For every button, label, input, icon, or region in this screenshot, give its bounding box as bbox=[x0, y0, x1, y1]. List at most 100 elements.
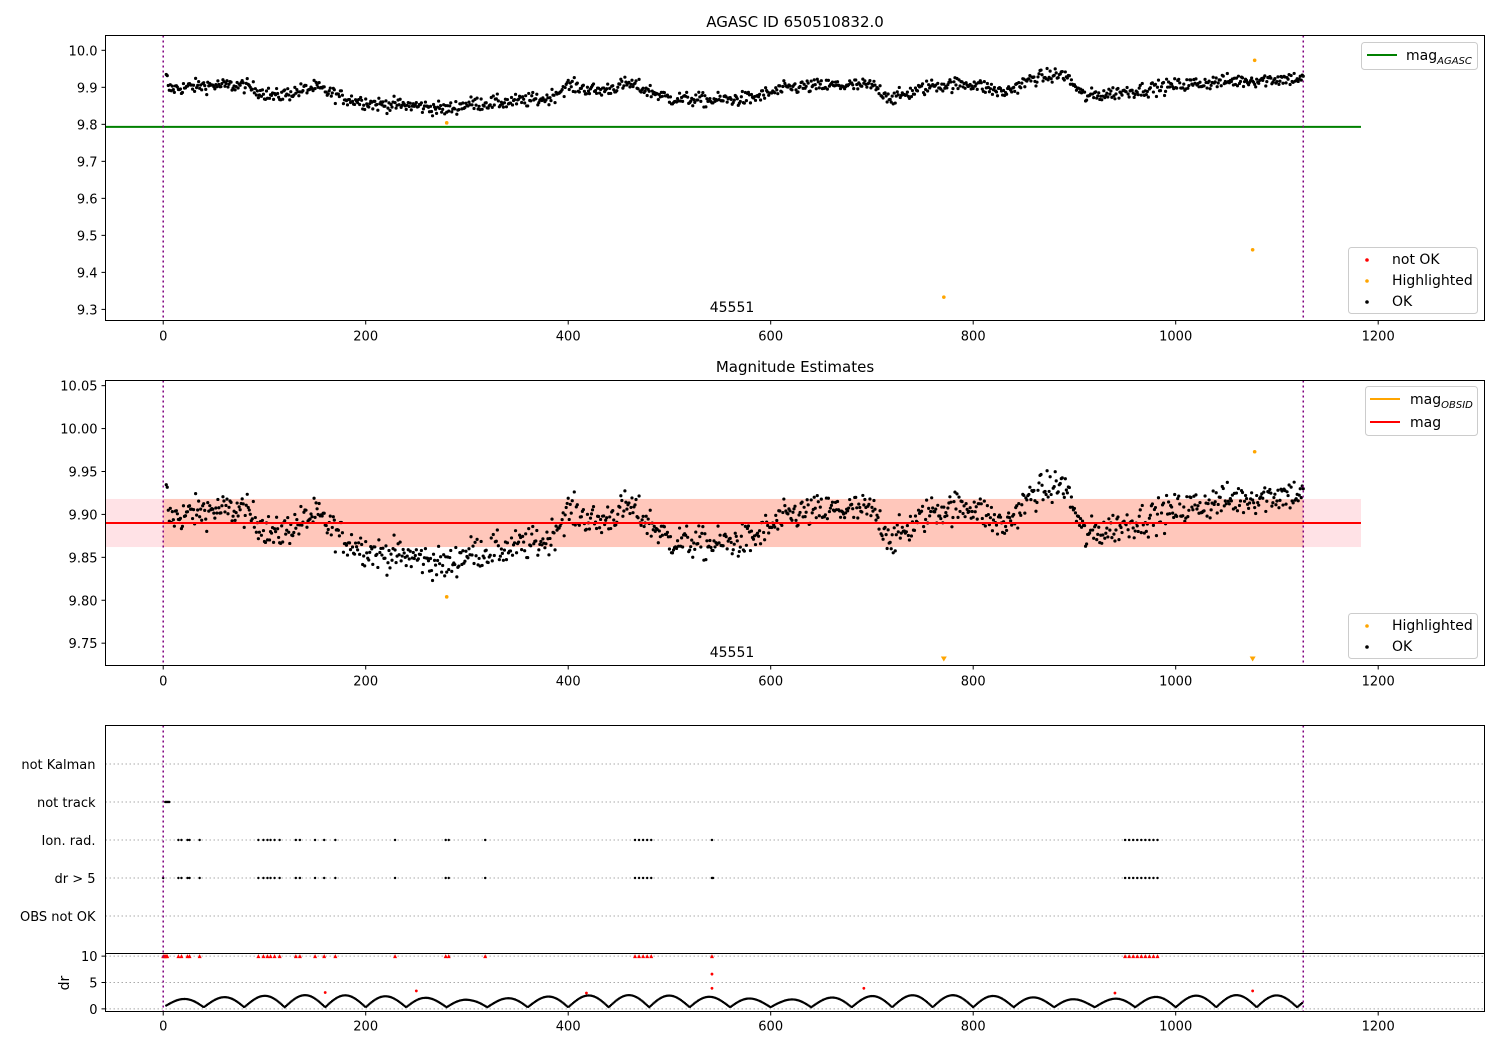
ok-point bbox=[304, 83, 308, 88]
ok-point bbox=[843, 516, 847, 520]
ok-point bbox=[770, 525, 774, 530]
ok-point bbox=[962, 504, 966, 508]
ok-point bbox=[711, 548, 715, 553]
ok-point bbox=[421, 107, 426, 111]
ok-point bbox=[393, 548, 397, 552]
ok-point bbox=[1052, 73, 1056, 77]
ok-point bbox=[1269, 491, 1273, 495]
ok-point bbox=[1162, 93, 1167, 98]
dr-clipped-marker bbox=[633, 954, 638, 959]
ok-point bbox=[625, 507, 629, 511]
ok-point bbox=[516, 97, 521, 101]
ok-point bbox=[794, 88, 798, 92]
ok-point bbox=[562, 534, 566, 538]
ok-point bbox=[352, 102, 357, 107]
ok-point bbox=[709, 545, 713, 550]
ok-point bbox=[968, 506, 972, 510]
flag-point bbox=[298, 876, 302, 880]
ok-point bbox=[497, 557, 501, 562]
ok-point bbox=[880, 534, 884, 538]
ok-point bbox=[491, 532, 495, 537]
ok-point bbox=[421, 562, 426, 566]
ok-point bbox=[978, 497, 982, 501]
ok-point bbox=[634, 497, 638, 502]
flag-point bbox=[1127, 876, 1131, 880]
ok-point bbox=[530, 94, 534, 98]
dr-clipped-marker bbox=[393, 954, 398, 959]
ok-point bbox=[1061, 492, 1065, 496]
ok-point bbox=[1106, 535, 1110, 539]
ok-point bbox=[749, 529, 754, 533]
ok-point bbox=[744, 543, 749, 547]
ok-point bbox=[928, 514, 932, 518]
ok-point bbox=[226, 512, 230, 516]
legend-marker-highlighted bbox=[1365, 279, 1369, 283]
ok-point bbox=[380, 553, 384, 557]
ok-point bbox=[1250, 491, 1254, 495]
ok-point bbox=[325, 531, 329, 535]
ok-point bbox=[691, 104, 695, 108]
ok-point bbox=[1207, 498, 1211, 502]
ok-point bbox=[1156, 78, 1161, 82]
ok-point bbox=[898, 536, 902, 540]
ok-point bbox=[609, 91, 613, 96]
ok-point bbox=[477, 104, 481, 108]
ok-point bbox=[1106, 95, 1110, 99]
ok-point bbox=[191, 508, 196, 512]
ok-point bbox=[577, 90, 581, 94]
ok-point bbox=[250, 517, 254, 521]
ok-point bbox=[1010, 90, 1014, 94]
ok-point bbox=[1289, 73, 1293, 78]
ok-point bbox=[1256, 500, 1260, 505]
ok-point bbox=[480, 107, 484, 111]
ok-point bbox=[423, 547, 428, 551]
ok-point bbox=[645, 93, 649, 98]
dr-red-point bbox=[862, 986, 866, 990]
ok-point bbox=[881, 537, 885, 541]
ok-point bbox=[736, 554, 740, 558]
ok-point bbox=[1133, 529, 1137, 533]
ok-point bbox=[641, 514, 645, 519]
x-tick-label: 200 bbox=[353, 330, 378, 345]
ok-point bbox=[1036, 75, 1040, 79]
ok-point bbox=[1182, 505, 1186, 509]
ok-point bbox=[1016, 526, 1020, 530]
ok-point bbox=[510, 553, 515, 557]
ok-point bbox=[1023, 511, 1027, 515]
ok-point bbox=[377, 96, 381, 100]
ok-point bbox=[623, 75, 627, 79]
ok-point bbox=[373, 545, 377, 549]
ok-point bbox=[448, 104, 452, 108]
ok-point bbox=[838, 515, 843, 519]
ok-point bbox=[301, 89, 305, 93]
ok-point bbox=[431, 102, 436, 107]
ok-point bbox=[564, 505, 568, 510]
ok-point bbox=[1063, 70, 1067, 74]
ok-point bbox=[964, 502, 968, 506]
dr-clipped-marker bbox=[265, 954, 270, 959]
ok-point bbox=[419, 548, 423, 553]
ok-point bbox=[594, 91, 599, 96]
ok-point bbox=[1161, 80, 1166, 85]
ok-point bbox=[1002, 531, 1007, 535]
ok-point bbox=[700, 93, 704, 98]
legend-label-highlighted: Highlighted bbox=[1392, 273, 1473, 289]
ok-point bbox=[545, 93, 549, 97]
ok-point bbox=[331, 515, 335, 519]
ok-point bbox=[745, 526, 750, 531]
ok-point bbox=[433, 107, 438, 111]
ok-point bbox=[370, 547, 374, 551]
ok-point bbox=[512, 541, 517, 545]
ok-point bbox=[1104, 531, 1108, 535]
ok-point bbox=[713, 545, 717, 549]
ok-point bbox=[357, 97, 361, 102]
ok-point bbox=[852, 86, 856, 91]
highlighted-point bbox=[444, 121, 449, 125]
ok-point bbox=[256, 537, 260, 541]
ok-point bbox=[426, 559, 431, 563]
ok-point bbox=[890, 533, 894, 537]
ok-point bbox=[627, 501, 631, 505]
ok-point bbox=[892, 526, 896, 530]
ok-point bbox=[308, 517, 312, 521]
